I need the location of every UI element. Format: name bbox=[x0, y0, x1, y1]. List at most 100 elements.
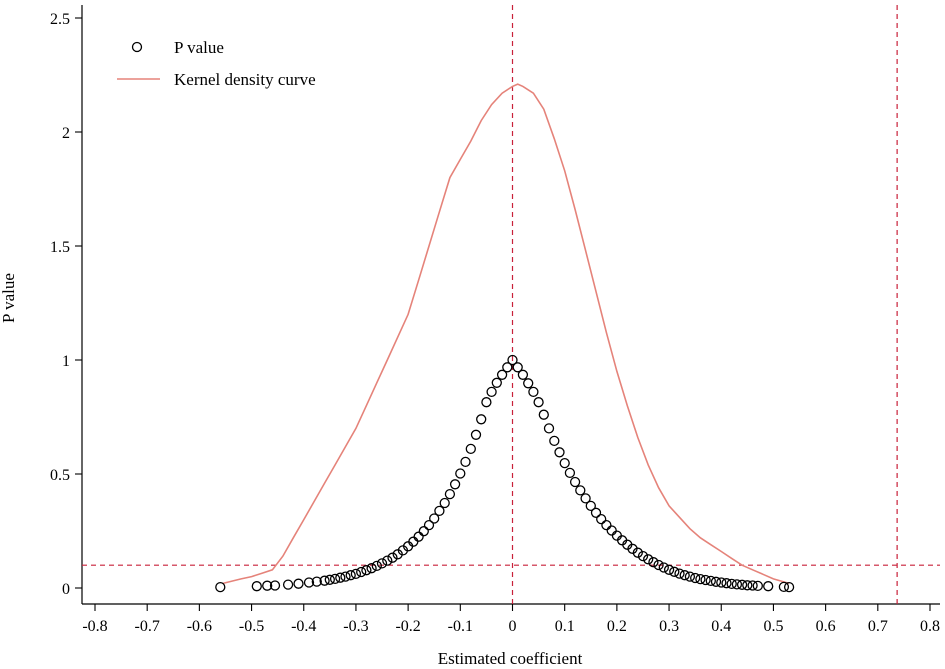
plot-area: -0.8 -0.7 -0.6 -0.5 -0.4 -0.3 -0.2 -0.1 0 0.1 0.2 0… bbox=[50, 5, 940, 635]
p-value-point bbox=[716, 577, 727, 588]
legend: P value Kernel density curve bbox=[117, 38, 316, 89]
p-value-point bbox=[335, 572, 346, 583]
x-tick-label: 0.7 bbox=[868, 618, 888, 635]
legend-label-p-value: P value bbox=[174, 38, 224, 57]
p-value-point bbox=[460, 456, 471, 468]
p-value-point bbox=[679, 570, 690, 581]
p-value-point bbox=[601, 519, 612, 531]
p-value-point bbox=[350, 568, 362, 580]
legend-marker-p-value bbox=[131, 41, 143, 53]
kernel-density-curve bbox=[222, 83, 790, 585]
y-tick-label: 2 bbox=[62, 125, 70, 142]
p-value-point bbox=[731, 579, 743, 590]
p-value-point bbox=[329, 573, 341, 585]
x-tick-label: -0.5 bbox=[239, 618, 264, 635]
p-value-point bbox=[319, 575, 330, 586]
kernel-density-layer bbox=[222, 83, 790, 585]
x-tick-label: 0.1 bbox=[555, 618, 575, 635]
p-value-point bbox=[778, 581, 790, 593]
y-tick-label: 1 bbox=[62, 353, 70, 370]
x-tick-label: 0.8 bbox=[920, 618, 940, 635]
legend-label-kernel-density: Kernel density curve bbox=[174, 70, 316, 89]
p-value-point bbox=[345, 570, 356, 581]
p-value-point bbox=[580, 493, 591, 504]
p-value-point bbox=[663, 564, 675, 575]
p-value-point bbox=[455, 468, 466, 479]
p-value-point bbox=[695, 573, 706, 585]
p-value-point bbox=[700, 574, 711, 586]
p-value-point bbox=[658, 562, 669, 573]
y-tick-label: 0 bbox=[62, 581, 70, 598]
p-value-point bbox=[465, 443, 476, 455]
p-value-point bbox=[434, 505, 445, 517]
p-value-point bbox=[423, 519, 435, 531]
reference-lines bbox=[82, 5, 940, 604]
p-value-point bbox=[366, 563, 377, 574]
p-value-point bbox=[429, 513, 440, 524]
y-axis-title: P value bbox=[0, 273, 18, 323]
p-value-point bbox=[648, 557, 659, 568]
p-value-point bbox=[282, 579, 294, 590]
x-tick-label: -0.2 bbox=[395, 618, 420, 635]
p-value-point bbox=[783, 581, 795, 593]
p-value-point bbox=[382, 555, 393, 566]
p-value-point bbox=[496, 369, 508, 380]
p-value-point bbox=[517, 369, 529, 380]
p-value-point bbox=[387, 552, 398, 563]
x-tick-label: -0.1 bbox=[448, 618, 473, 635]
p-value-point bbox=[669, 566, 680, 577]
p-value-point bbox=[324, 574, 335, 585]
p-value-point bbox=[690, 572, 701, 584]
p-value-point bbox=[269, 580, 281, 591]
p-value-point bbox=[710, 576, 722, 587]
x-tick-label: -0.6 bbox=[187, 618, 212, 635]
p-value-point bbox=[632, 547, 643, 558]
x-tick-label: 0.2 bbox=[607, 618, 627, 635]
x-axis-title: Estimated coefficient bbox=[438, 649, 583, 668]
p-value-point bbox=[215, 581, 226, 593]
p-value-point bbox=[491, 377, 502, 388]
p-value-point bbox=[449, 479, 461, 490]
p-value-point bbox=[293, 578, 304, 589]
x-tick-label: -0.3 bbox=[343, 618, 368, 635]
x-tick-label: 0.3 bbox=[659, 618, 679, 635]
p-value-point bbox=[439, 497, 450, 509]
p-value-point bbox=[311, 576, 322, 587]
p-value-point bbox=[476, 414, 487, 425]
p-value-point bbox=[653, 559, 664, 571]
p-value-point bbox=[726, 578, 737, 590]
p-value-point bbox=[512, 362, 523, 373]
p-value-point bbox=[507, 354, 518, 366]
p-value-point bbox=[554, 447, 565, 458]
p-value-point bbox=[747, 580, 758, 591]
p-value-point bbox=[523, 378, 534, 389]
p-value-point bbox=[752, 580, 763, 592]
p-value-point bbox=[486, 386, 497, 398]
p-value-point bbox=[528, 386, 539, 398]
p-value-point bbox=[371, 560, 382, 572]
p-value-point bbox=[564, 467, 576, 479]
p-value-point bbox=[684, 571, 696, 582]
p-value-point bbox=[413, 531, 424, 542]
p-value-point bbox=[705, 575, 716, 587]
p-value-point bbox=[742, 580, 753, 591]
y-tick-label: 2.5 bbox=[50, 11, 70, 28]
p-value-point bbox=[481, 397, 492, 408]
p-value-point bbox=[543, 423, 555, 434]
p-value-point bbox=[262, 580, 273, 591]
p-value-point bbox=[590, 507, 602, 518]
x-tick-label: 0.5 bbox=[763, 618, 783, 635]
p-value-point bbox=[674, 568, 685, 579]
x-tick-label: 0 bbox=[509, 618, 517, 635]
x-tick-label: -0.4 bbox=[291, 618, 316, 635]
p-value-point bbox=[596, 513, 607, 525]
x-tick-label: -0.8 bbox=[82, 618, 107, 635]
y-axis-ticks: 0 0.5 1 1.5 2 2.5 bbox=[50, 11, 82, 598]
p-value-point bbox=[575, 485, 586, 496]
p-value-point bbox=[502, 362, 513, 373]
x-tick-label: 0.6 bbox=[816, 618, 836, 635]
p-value-point bbox=[549, 435, 560, 447]
y-tick-label: 1.5 bbox=[50, 239, 70, 256]
p-value-point bbox=[637, 550, 649, 562]
